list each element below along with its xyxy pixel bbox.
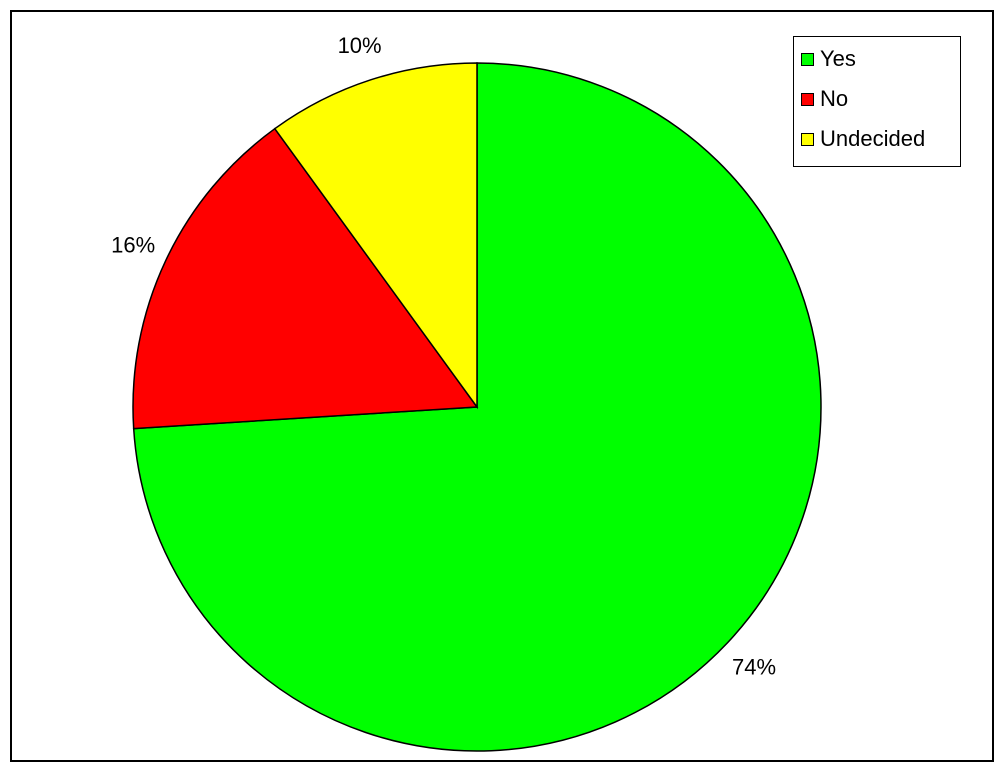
legend-item-yes: Yes xyxy=(801,44,856,74)
legend-label-no: No xyxy=(820,86,849,111)
pie-slice-no xyxy=(132,127,479,430)
legend-label-yes: Yes xyxy=(820,46,856,71)
pie-slices xyxy=(132,62,822,752)
slice-label-yes: 74% xyxy=(732,655,776,680)
slice-label-undecided: 10% xyxy=(338,33,382,58)
legend-swatch-yes xyxy=(801,52,814,66)
pie-labels: 74% 16% 10% xyxy=(111,33,776,680)
legend-item-undecided: Undecided xyxy=(801,124,925,154)
legend-swatch-no xyxy=(801,92,814,106)
legend-item-no: No xyxy=(801,84,848,114)
slice-label-no: 16% xyxy=(111,233,155,258)
chart-legend: Yes No Undecided xyxy=(793,36,961,167)
legend-swatch-undecided xyxy=(801,132,814,146)
pie-slice-undecided xyxy=(273,62,478,410)
legend-label-undecided: Undecided xyxy=(820,126,926,151)
